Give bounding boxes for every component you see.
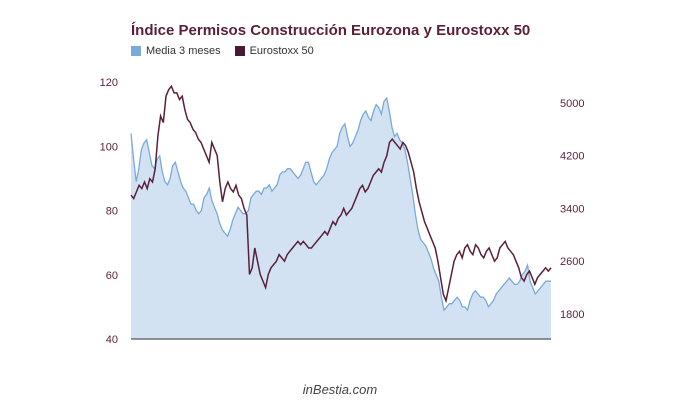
legend-label-media: Media 3 meses xyxy=(146,45,221,57)
legend-item-eurostoxx[interactable]: Eurostoxx 50 xyxy=(234,45,314,57)
y-left-tick-label: 60 xyxy=(106,270,118,282)
y-left-tick-label: 40 xyxy=(106,334,118,346)
legend-swatch-eurostoxx xyxy=(234,46,245,56)
y-left-tick-label: 120 xyxy=(100,77,118,89)
watermark: inBestia.com xyxy=(302,382,378,397)
y-right-tick-label: 3400 xyxy=(560,203,584,215)
line-eurostoxx xyxy=(130,84,552,304)
legend-label-eurostoxx: Eurostoxx 50 xyxy=(249,45,314,57)
line-media xyxy=(130,96,551,312)
y-right-tick-label: 2600 xyxy=(560,256,584,268)
y-left-tick-label: 80 xyxy=(106,206,118,218)
y-left-tick-label: 100 xyxy=(100,141,118,153)
legend-item-media[interactable]: Media 3 meses xyxy=(131,45,221,57)
legend: Media 3 meses Eurostoxx 50 xyxy=(131,45,314,57)
y-right-tick-label: 4200 xyxy=(560,151,584,163)
area-fill-media xyxy=(131,98,551,339)
y-right-tick-label: 5000 xyxy=(560,98,584,110)
y-right-tick-label: 1800 xyxy=(560,309,584,321)
legend-swatch-media xyxy=(131,46,141,56)
chart-title: Índice Permisos Construcción Eurozona y … xyxy=(131,22,531,39)
